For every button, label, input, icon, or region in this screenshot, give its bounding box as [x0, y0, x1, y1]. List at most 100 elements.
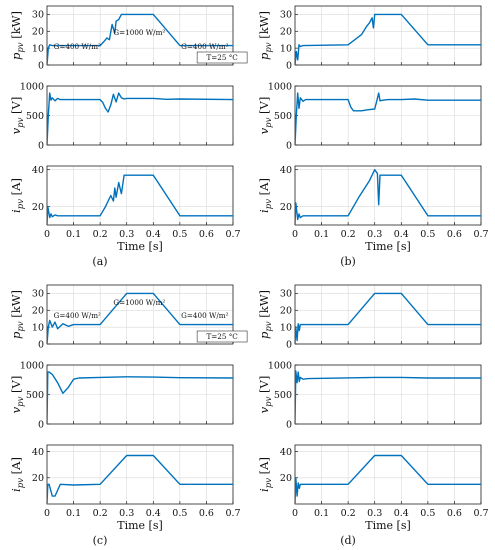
x-tick-label: 0.1 — [314, 508, 329, 519]
y-tick-label: 30 — [32, 10, 44, 21]
x-tick-label: 0.2 — [341, 508, 356, 519]
x-tick-label: 0.6 — [199, 229, 214, 240]
y-tick-label: 500 — [26, 111, 44, 122]
x-tick-label: 0.2 — [93, 229, 108, 240]
x-tick-label: 0 — [292, 229, 298, 240]
y-tick-label: 0 — [38, 140, 44, 151]
annotation-irradiance-1000: G=1000 W/m² — [113, 28, 165, 37]
series-line-voltage — [295, 370, 481, 424]
subfigure-caption: (c) — [93, 534, 108, 547]
y-axis-label: vpv [V] — [9, 97, 26, 135]
series-line-current — [295, 168, 481, 225]
x-tick-label: 0.4 — [146, 508, 161, 519]
x-tick-label: 0.5 — [420, 508, 435, 519]
plot-frame — [294, 284, 482, 345]
x-tick-label: 0.1 — [66, 229, 81, 240]
temperature-box — [196, 51, 248, 64]
x-tick-label: 0.3 — [367, 508, 382, 519]
y-tick-label: 20 — [32, 306, 44, 317]
y-tick-label: 40 — [32, 165, 44, 176]
annotation-irradiance-400-right: G=400 W/m² — [181, 311, 228, 320]
x-tick-label: 0.5 — [420, 229, 435, 240]
x-tick-label: 0.6 — [447, 229, 462, 240]
y-axis-label: vpv [V] — [257, 97, 274, 135]
x-axis-label: Time [s] — [117, 240, 163, 253]
x-tick-label: 0.7 — [225, 508, 240, 519]
y-tick-label: 40 — [280, 165, 292, 176]
y-tick-label: 0 — [38, 339, 44, 350]
x-tick-label: 0.1 — [314, 229, 329, 240]
y-tick-label: 20 — [32, 473, 44, 484]
y-tick-label: 1000 — [268, 81, 292, 92]
y-tick-label: 0 — [38, 60, 44, 71]
y-tick-label: 10 — [32, 43, 44, 54]
x-tick-label: 0 — [292, 508, 298, 519]
plot-frame — [46, 165, 234, 226]
y-axis-label: ppv [kW] — [9, 290, 26, 339]
x-tick-label: 0.6 — [199, 508, 214, 519]
chart-c: 0 10 20 30 ppv [kW] G=400 W/m² G=1000 W/m² G=40… — [9, 284, 248, 547]
y-tick-label: 30 — [280, 10, 292, 21]
x-tick-label: 0 — [44, 229, 50, 240]
annotation-temperature: T=25 °C — [206, 53, 238, 62]
series-line-voltage — [295, 92, 481, 145]
x-tick-label: 0.3 — [119, 508, 134, 519]
y-axis-label: ipv [A] — [257, 178, 274, 213]
subfigure-caption: (b) — [340, 255, 356, 268]
panel-voltage: 0 500 1000 vpv [V] — [9, 81, 234, 151]
plot-frame — [294, 165, 482, 226]
panel-current: 20 40 ipv [A] 0 0.1 0.2 0.3 0.4 0.5 0.6 0.7 Time [s… — [257, 165, 489, 268]
chart-a: 0 10 20 30 ppv [kW] G=400 W/m² G=1000 W/m² G=40… — [9, 5, 248, 268]
series-line-voltage — [47, 371, 233, 424]
x-tick-label: 0.5 — [172, 508, 187, 519]
y-axis-label: ppv [kW] — [257, 11, 274, 60]
annotation-irradiance-1000: G=1000 W/m² — [113, 298, 165, 307]
y-tick-label: 500 — [26, 390, 44, 401]
panel-power: 0 10 20 30 ppv [kW] G=400 W/m² G=1000 W/m² G=40… — [9, 284, 248, 350]
y-tick-label: 1000 — [20, 360, 44, 371]
y-tick-label: 10 — [280, 322, 292, 333]
y-axis-label: ipv [A] — [9, 178, 26, 213]
y-tick-label: 1000 — [20, 81, 44, 92]
x-axis-label: Time [s] — [117, 519, 163, 532]
chart-d: 0 10 20 30 ppv [kW] 0 500 1000 vpv [V] 20 40 ipv [A… — [257, 284, 489, 547]
annotation-irradiance-400-right: G=400 W/m² — [181, 42, 228, 51]
y-tick-label: 10 — [32, 322, 44, 333]
y-axis-label: vpv [V] — [9, 376, 26, 414]
y-tick-label: 30 — [32, 289, 44, 300]
y-axis-label: ipv [A] — [257, 457, 274, 492]
plot-frame — [294, 5, 482, 66]
y-tick-label: 0 — [38, 419, 44, 430]
panel-power: 0 10 20 30 ppv [kW] — [257, 5, 482, 71]
y-axis-label: ppv [kW] — [257, 290, 274, 339]
y-tick-label: 500 — [274, 111, 292, 122]
series-line-power — [47, 13, 233, 65]
x-tick-label: 0.6 — [447, 508, 462, 519]
x-tick-label: 0.3 — [119, 229, 134, 240]
x-axis-label: Time [s] — [365, 240, 411, 253]
panel-power: 0 10 20 30 ppv [kW] — [257, 284, 482, 350]
series-line-current — [47, 454, 233, 504]
panel-voltage: 0 500 1000 vpv [V] — [257, 81, 482, 151]
y-tick-label: 10 — [280, 43, 292, 54]
x-tick-label: 0.4 — [394, 229, 409, 240]
panel-current: 20 40 ipv [A] 0 0.1 0.2 0.3 0.4 0.5 0.6 0.7 Time [s… — [9, 165, 241, 268]
annotation-irradiance-400-left: G=400 W/m² — [54, 311, 101, 320]
plot-frame — [294, 444, 482, 505]
y-tick-label: 20 — [280, 202, 292, 213]
x-tick-label: 0.7 — [225, 229, 240, 240]
y-tick-label: 20 — [280, 27, 292, 38]
y-tick-label: 20 — [32, 202, 44, 213]
plot-frame — [46, 444, 234, 505]
y-tick-label: 20 — [280, 306, 292, 317]
series-line-power — [47, 292, 233, 344]
plot-frame — [46, 5, 234, 66]
series-line-current — [47, 174, 233, 225]
series-line-voltage — [47, 92, 233, 145]
panel-current: 20 40 ipv [A] 0 0.1 0.2 0.3 0.4 0.5 0.6 0.7 Time [s… — [257, 444, 489, 547]
x-tick-label: 0 — [44, 508, 50, 519]
x-tick-label: 0.2 — [341, 229, 356, 240]
y-tick-label: 0 — [286, 339, 292, 350]
series-line-power — [295, 13, 481, 65]
